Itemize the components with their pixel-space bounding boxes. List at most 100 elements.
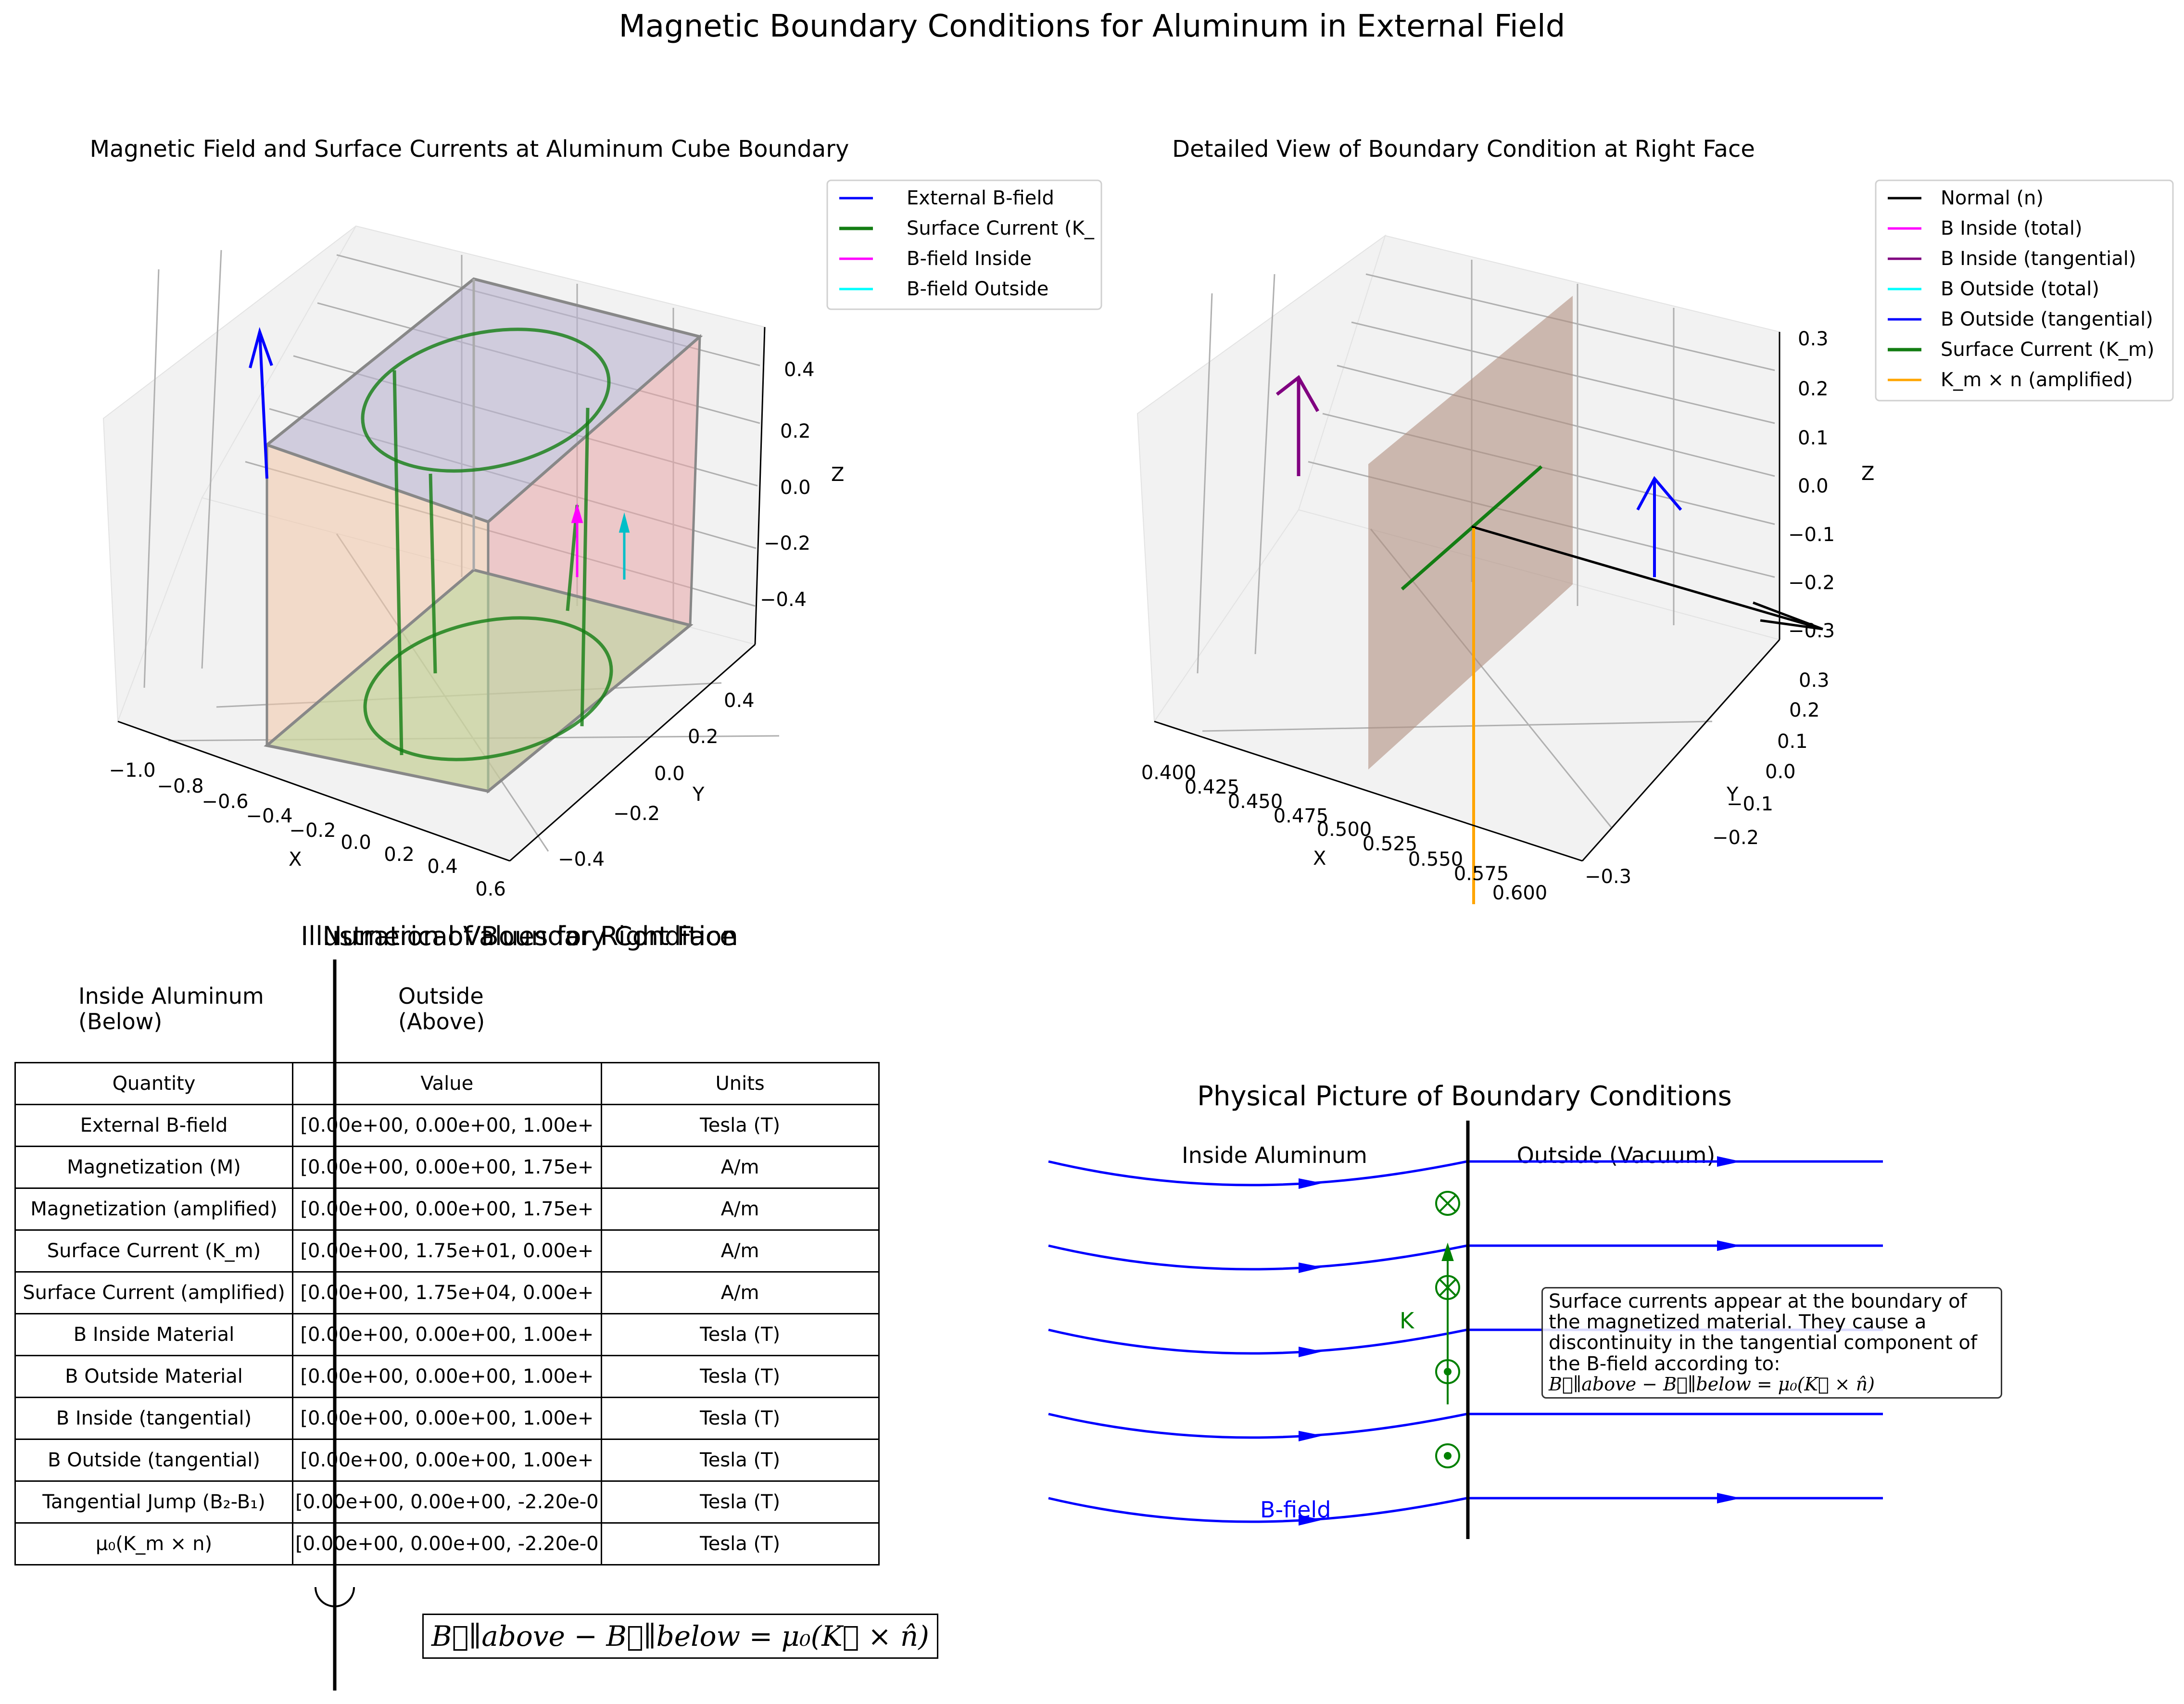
table-cell: Tesla (T) [600, 1355, 880, 1398]
figure-title: Magnetic Boundary Conditions for Aluminu… [619, 9, 1565, 44]
table-header-row: Quantity Value Units [14, 1062, 880, 1105]
chart1-xtick: 0.0 [341, 832, 371, 854]
chart1-xtick: −0.4 [246, 805, 292, 827]
chart2-y-ticks: 0.3 0.2 0.1 0.0 −0.1 −0.2 −0.3 [1585, 669, 1830, 888]
chart2-xtick: 0.500 [1317, 819, 1372, 841]
physical-inside-label: Inside Aluminum [1182, 1142, 1367, 1168]
chart1-ytick: −0.4 [558, 848, 605, 871]
table-cell: External B-field [14, 1104, 293, 1147]
chart2-legend-item: K_m × n (amplified) [1941, 369, 2133, 391]
chart1-x-ticks: −1.0 −0.8 −0.6 −0.4 −0.2 0.0 0.2 0.4 0.6 [109, 759, 505, 900]
cube-face-top [264, 277, 703, 524]
chart2-x-axis [1154, 720, 1583, 862]
table-cell: B Outside Material [14, 1355, 293, 1398]
illustration-inside-label: Inside Aluminum (Below) [78, 983, 264, 1035]
chart1-x-axis [117, 720, 510, 862]
chart1-y-axis [509, 644, 756, 862]
chart1-zlabel: Z [831, 464, 844, 486]
chart2-ztick: −0.1 [1788, 524, 1835, 546]
table-row: Magnetization (amplified) [0.00e+00, 0.00… [14, 1187, 880, 1231]
physical-outside-label: Outside (Vacuum) [1517, 1142, 1716, 1168]
chart2-ytick: −0.3 [1585, 866, 1631, 888]
chart2-title: Detailed View of Boundary Condition at R… [1172, 136, 1755, 163]
chart1-xtick: 0.2 [384, 844, 415, 866]
illustration-title: Illustration of Boundary Condition [301, 921, 738, 951]
table-cell: Surface Current (K_m) [14, 1229, 293, 1273]
chart2-legend-item: B Outside (tangential) [1941, 308, 2153, 330]
chart2-legend: Normal (n) B Inside (total) B Inside (ta… [1875, 179, 2174, 402]
table-cell: A/m [600, 1146, 880, 1189]
chart2-xtick: 0.400 [1141, 762, 1197, 784]
external-b-arrow [249, 327, 273, 479]
table-cell: [0.00e+00, 0.00e+00, 1.00e+ [292, 1104, 602, 1147]
chart1-legend-item: B-field Outside [907, 278, 1048, 300]
table-cell: A/m [600, 1271, 880, 1314]
table-row: External B-field [0.00e+00, 0.00e+00, 1.0… [14, 1104, 880, 1147]
table-cell: Tesla (T) [600, 1522, 880, 1565]
b-inside-tangential-arrow [1275, 375, 1320, 476]
b-inside-arrow [571, 503, 583, 577]
chart1-ztick: 0.2 [780, 420, 811, 442]
table-cell: A/m [600, 1187, 880, 1231]
chart2-ytick: 0.3 [1799, 669, 1830, 692]
chart2-ztick: 0.1 [1798, 427, 1829, 449]
chart2-y-axis [1581, 639, 1780, 861]
numerical-values-table: Quantity Value Units External B-field [0.… [14, 1062, 880, 1565]
table-cell: [0.00e+00, 0.00e+00, 1.00e+ [292, 1313, 602, 1356]
table-cell: A/m [600, 1229, 880, 1273]
chart1-y-ticks: −0.4 −0.2 0.0 0.2 0.4 [558, 690, 755, 871]
table-cell: [0.00e+00, 0.00e+00, 1.75e+ [292, 1146, 602, 1189]
chart1-xtick: 0.4 [427, 856, 458, 878]
note-formula: B⃗∥above − B⃗∥below = μ₀(K⃗ × n̂) [1549, 1373, 1875, 1395]
table-cell: Tesla (T) [600, 1397, 880, 1440]
chart2-xtick: 0.575 [1454, 863, 1509, 885]
chart1-xlabel: X [289, 848, 302, 871]
chart1-legend-item: External B-field [907, 187, 1054, 209]
table-row: B Outside Material [0.00e+00, 0.00e+00, 1… [14, 1355, 880, 1398]
table-cell: B Outside (tangential) [14, 1439, 293, 1482]
chart2-xtick: 0.450 [1228, 791, 1283, 813]
table-cell: Tesla (T) [600, 1104, 880, 1147]
chart1-title: Magnetic Field and Surface Currents at A… [90, 136, 849, 163]
chart1-ztick: 0.0 [780, 477, 811, 499]
boundary-condition-formula: B⃗∥above − B⃗∥below = μ₀(K⃗ × n̂) [422, 1614, 938, 1659]
chart1-ytick: 0.4 [724, 690, 755, 712]
table-cell: μ₀(K_m × n) [14, 1522, 293, 1565]
chart1-xtick: −1.0 [109, 759, 155, 782]
table-header: Units [600, 1062, 880, 1105]
chart2-xtick: 0.475 [1274, 805, 1329, 827]
chart1-z-ticks: 0.4 0.2 0.0 −0.2 −0.4 [760, 359, 815, 611]
chart1-z-axis [754, 327, 766, 645]
surface-current-loops [361, 328, 613, 761]
chart2-legend-item: B Outside (total) [1941, 278, 2099, 300]
chart2-legend-item: Normal (n) [1941, 187, 2044, 209]
note-text: Surface currents appear at the boundary … [1549, 1290, 1977, 1375]
normal-vector-arrow [1471, 525, 1823, 631]
chart2-legend-item: Surface Current (K_m) [1941, 339, 2154, 361]
chart2-ylabel: Y [1726, 783, 1739, 806]
b-field-arrowheads [1299, 1156, 1741, 1526]
illustration-current-symbol [315, 1587, 355, 1607]
chart2-ytick: −0.2 [1712, 827, 1759, 849]
chart1-xtick: −0.8 [157, 775, 203, 797]
chart2-ztick: −0.2 [1788, 572, 1835, 594]
chart2-ztick: 0.2 [1798, 378, 1829, 400]
table-header: Value [292, 1062, 602, 1105]
physical-title: Physical Picture of Boundary Conditions [1197, 1081, 1732, 1112]
table-cell: B Inside (tangential) [14, 1397, 293, 1440]
chart2-ztick: 0.3 [1798, 328, 1829, 350]
chart2-xlabel: X [1313, 847, 1326, 870]
chart2-ztick: 0.0 [1798, 475, 1829, 497]
b-outside-tangential-arrow [1636, 476, 1682, 577]
table-row: Surface Current (K_m) [0.00e+00, 1.75e+01… [14, 1229, 880, 1273]
b-field-label: B-field [1260, 1497, 1331, 1523]
b-field-lines [1048, 1160, 1883, 1523]
chart1-xtick: −0.6 [202, 791, 248, 813]
boundary-plane [1368, 296, 1573, 770]
table-row: Magnetization (M) [0.00e+00, 0.00e+00, 1.… [14, 1146, 880, 1189]
table-cell: [0.00e+00, 0.00e+00, 1.00e+ [292, 1355, 602, 1398]
chart2-xtick: 0.550 [1408, 848, 1464, 871]
chart2-xtick: 0.525 [1363, 833, 1418, 855]
chart2-legend-item: B Inside (total) [1941, 217, 2083, 240]
